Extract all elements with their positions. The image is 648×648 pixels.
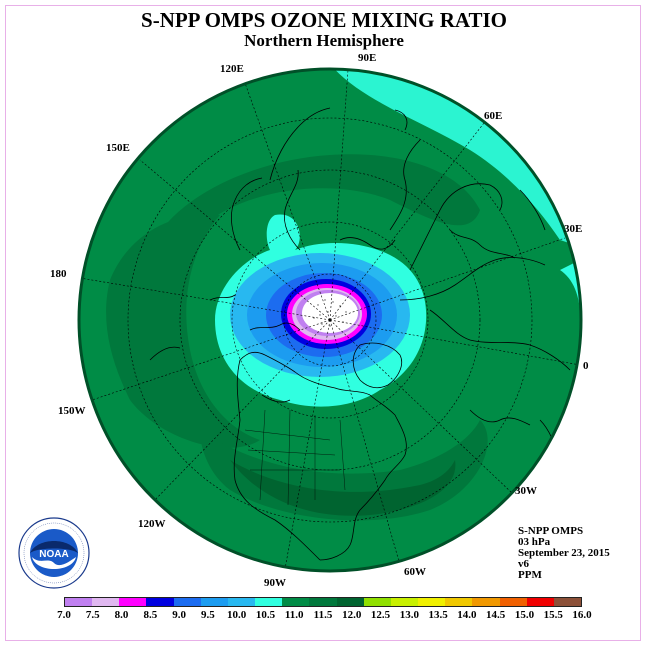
- colorbar-segment: [146, 598, 174, 606]
- info-version: v6: [518, 558, 529, 570]
- colorbar-tick-label: 13.5: [428, 609, 448, 621]
- info-instrument: S-NPP OMPS: [518, 525, 584, 537]
- meridian-label-150e: 150E: [106, 142, 130, 154]
- colorbar-tick-label: 11.0: [284, 609, 304, 621]
- colorbar-segment: [390, 598, 419, 606]
- colorbar-tick-label: 9.0: [172, 609, 186, 621]
- colorbar-segment: [227, 598, 256, 606]
- colorbar-segment: [363, 598, 391, 606]
- colorbar-segment: [65, 598, 93, 606]
- colorbar-tick-label: 8.5: [143, 609, 158, 621]
- meridian-label-120w: 120W: [138, 518, 166, 530]
- colorbar-segment: [336, 598, 364, 606]
- colorbar-segment: [472, 598, 500, 606]
- colorbar-tick-label: 16.0: [572, 609, 592, 621]
- polar-no-data: [302, 293, 358, 333]
- colorbar-tick-label: 12.0: [342, 609, 362, 621]
- meridian-label-30e: 30E: [564, 223, 583, 235]
- info-pressure-level: 03 hPa: [518, 536, 551, 548]
- page-subtitle: Northern Hemisphere: [244, 31, 404, 50]
- colorbar-tick-label: 7.5: [85, 609, 100, 621]
- colorbar-tick-label: 11.5: [313, 609, 333, 621]
- ozone-field: [79, 69, 581, 571]
- colorbar-segment: [119, 598, 147, 606]
- info-units: PPM: [518, 569, 542, 581]
- page-title: S-NPP OMPS OZONE MIXING RATIO: [141, 8, 507, 32]
- colorbar-tick-label: 10.5: [255, 609, 276, 621]
- colorbar-tick-label: 8.0: [114, 609, 129, 621]
- colorbar-tick-label: 7.0: [57, 609, 71, 621]
- figure-frame: [5, 5, 641, 641]
- meridian-label-90w: 90W: [264, 577, 286, 589]
- ozone-band-north: [150, 154, 480, 300]
- colorbar-tick-label: 15.0: [514, 609, 535, 621]
- meridian-label-180: 180: [50, 268, 67, 280]
- ozone-band-west: [106, 214, 260, 448]
- map-outline: [77, 67, 583, 573]
- info-block: S-NPP OMPS 03 hPa September 23, 2015 v6 …: [518, 526, 610, 581]
- colorbar-segment: [418, 598, 446, 606]
- ozone-cyan-patch-west: [79, 210, 87, 250]
- meridian-label-0: 0: [583, 360, 589, 372]
- colorbar-tick-label: 13.0: [399, 609, 419, 621]
- colorbar-ticks: 7.0 7.5 8.0 8.5 9.0 9.5 10.0 10.5 11.0 11.5 12.0 12…: [0, 609, 648, 623]
- colorbar-tick-label: 9.5: [201, 609, 215, 621]
- meridian-label-60e: 60E: [484, 110, 503, 122]
- ozone-band-south-dark: [230, 460, 456, 516]
- meridian-label-120e: 120E: [220, 63, 244, 75]
- colorbar-tick-label: 14.5: [486, 609, 506, 621]
- colorbar-segment: [499, 598, 527, 606]
- coastlines: [149, 107, 571, 561]
- colorbar-segment: [255, 598, 283, 606]
- graticule: [79, 69, 581, 570]
- colorbar-segment: [200, 598, 228, 606]
- noaa-logo: NOAA: [18, 517, 90, 589]
- colorbar-segment: [526, 598, 554, 606]
- noaa-logo-text: NOAA: [39, 549, 68, 560]
- colorbar-tick-label: 10.0: [227, 609, 247, 621]
- meridian-label-90e: 90E: [358, 52, 377, 64]
- info-date: September 23, 2015: [518, 547, 610, 559]
- colorbar-segment: [173, 598, 201, 606]
- colorbar-segment: [553, 598, 581, 606]
- meridian-label-30w: 30W: [515, 485, 537, 497]
- colorbar-segment: [92, 598, 120, 606]
- colorbar: [64, 597, 582, 607]
- colorbar-tick-label: 12.5: [370, 609, 391, 621]
- meridian-label-60w: 60W: [404, 566, 426, 578]
- colorbar-segment: [282, 598, 310, 606]
- colorbar-segment: [309, 598, 337, 606]
- colorbar-tick-label: 14.0: [457, 609, 477, 621]
- meridian-label-150w: 150W: [58, 405, 86, 417]
- colorbar-segment: [445, 598, 473, 606]
- colorbar-tick-label: 15.5: [543, 609, 563, 621]
